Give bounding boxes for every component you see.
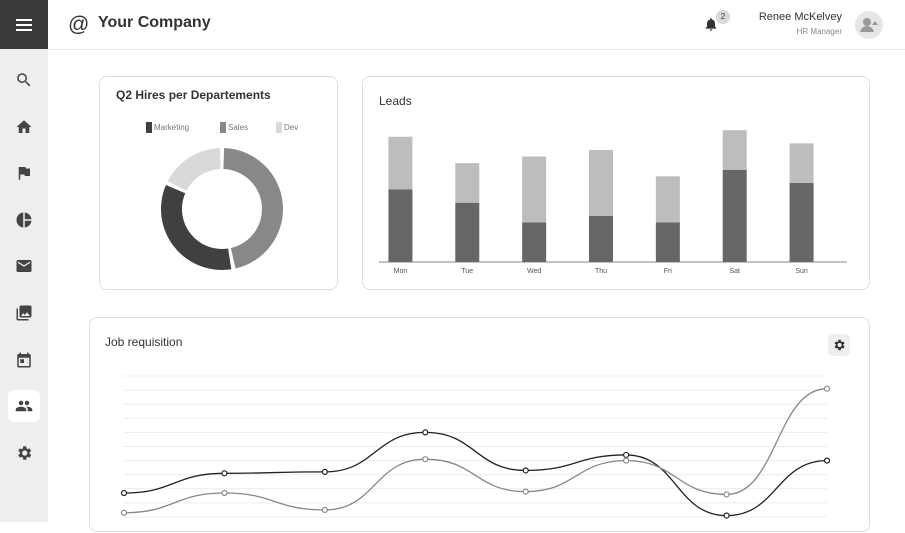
hamburger-icon [16,18,32,31]
leads-card: Leads Mon Tue Wed Thu Fri Sat Sun [362,76,870,290]
line-point [321,468,328,475]
line-point [321,506,328,514]
x-tick-label: Fri [664,268,673,275]
donut-chart [160,148,283,270]
sidebar-item-flag[interactable] [8,157,40,189]
legend-dev: Dev [276,122,298,133]
donut-slice-dev [167,148,221,191]
line-point [221,470,228,477]
settings-icon [18,446,32,460]
donut-slice-sales [223,148,283,269]
bar-sat-0 [722,169,747,262]
bar-thu-0 [589,215,613,262]
line-point [623,457,630,464]
line-point [823,457,831,464]
bar-sun-0 [789,182,814,262]
legend-swatch [146,122,152,133]
bar-sun-1 [789,143,814,183]
gear-icon [834,339,845,351]
x-tick-label: Sat [729,268,740,275]
x-tick-label: Sun [795,268,808,275]
leads-chart-title: Leads [379,94,412,108]
bar-mon-0 [388,189,413,262]
x-tick-label: Tue [461,268,473,275]
x-tick-label: Mon [394,268,408,275]
menu-button[interactable] [0,0,48,49]
line-point [522,488,529,495]
sidebar-item-mail[interactable] [8,250,40,282]
job-requisition-card: Job requisition [89,317,870,532]
line-point [823,385,831,392]
x-tick-label: Wed [527,268,541,275]
legend-sales: Sales [220,122,248,133]
notification-badge: 2 [716,10,730,24]
legend-swatch [276,122,282,133]
legend-marketing: Marketing [146,122,189,133]
top-bar: @ Your Company 2 Renee McKelvey HR Manag… [48,0,905,50]
line-point [422,456,429,463]
bar-wed-1 [522,156,547,223]
legend-label: Dev [284,123,299,132]
sidebar-item-calendar[interactable] [8,344,40,376]
line-point [723,512,730,519]
bar-mon-1 [388,136,413,190]
avatar-placeholder-icon [860,18,878,32]
line-point [723,491,730,498]
leads-bar-chart: Mon Tue Wed Thu Fri Sat Sun [379,130,847,275]
user-name: Renee McKelvey [758,11,842,23]
hires-card: Q2 Hires per Departements Marketing Sale… [99,76,338,290]
line-point [522,467,529,474]
mail-icon [16,260,32,272]
user-role: HR Manager [796,27,842,36]
line-point [623,451,630,459]
pie-chart-icon [16,212,32,228]
legend-label: Marketing [154,123,190,132]
sidebar [0,0,48,522]
bar-tue-1 [455,163,480,203]
bar-fri-1 [655,176,680,223]
bar-thu-1 [589,149,613,216]
x-tick-label: Thu [595,268,607,275]
line-point [120,509,128,516]
sidebar-item-reports[interactable] [8,204,40,236]
company-name: Your Company [98,14,211,31]
line-point [120,489,128,497]
sidebar-item-search[interactable] [8,64,40,96]
chart-settings-button[interactable] [828,334,850,356]
job-requisition-line-chart [120,375,831,519]
legend-label: Sales [228,123,249,132]
bar-tue-0 [455,202,480,262]
sidebar-item-home[interactable] [8,111,40,143]
bar-sat-1 [722,130,747,170]
logo: @ [68,13,90,36]
image-icon [16,305,32,321]
flag-icon [18,167,30,180]
home-icon [16,120,32,133]
avatar[interactable] [855,11,883,39]
line-point [422,429,429,436]
bell-icon [705,18,717,31]
sidebar-item-gallery[interactable] [8,297,40,329]
bar-fri-0 [655,222,680,262]
legend-swatch [220,122,226,133]
line-point [221,489,228,497]
job-requisition-title: Job requisition [105,335,183,349]
hires-chart-title: Q2 Hires per Departements [116,88,271,102]
people-icon [15,400,33,412]
sidebar-item-settings[interactable] [8,437,40,469]
notifications-button[interactable] [703,15,719,33]
search-icon [17,73,31,87]
donut-slice-marketing [160,184,232,270]
calendar-icon [17,352,31,368]
bar-wed-0 [522,222,547,262]
sidebar-item-people[interactable] [8,390,40,422]
